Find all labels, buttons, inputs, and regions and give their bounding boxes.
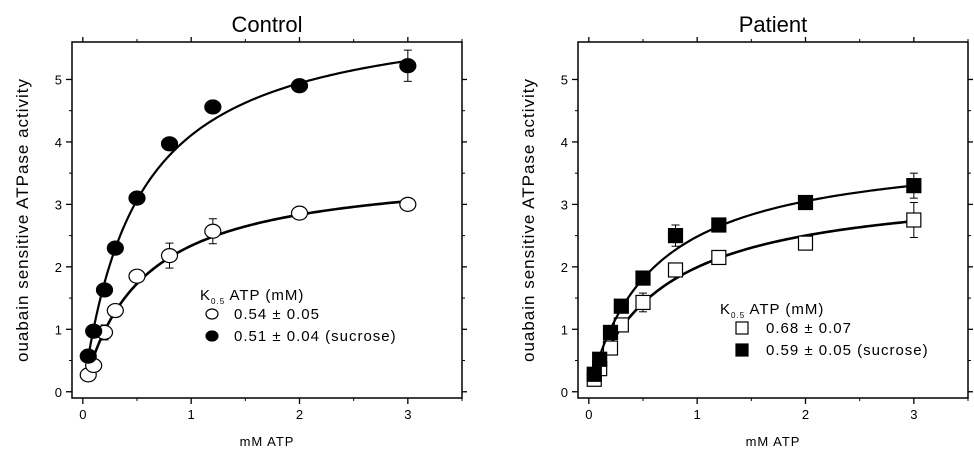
data-point: [106, 240, 124, 256]
legend-title: K0.5 ATP (mM): [720, 301, 824, 320]
x-tick-label: 2: [802, 407, 809, 422]
data-point: [399, 58, 417, 74]
data-point: [635, 294, 651, 311]
y-tick-label: 3: [55, 197, 62, 212]
data-point: [613, 298, 629, 314]
chart-title: Patient: [739, 12, 808, 37]
data-point: [711, 217, 727, 233]
legend: K0.5 ATP (mM)0.54 ± 0.050.51 ± 0.04 (suc…: [200, 287, 397, 345]
data-point: [635, 270, 651, 286]
data-point: [106, 302, 124, 319]
data-point: [399, 196, 417, 212]
data-point: [128, 268, 146, 284]
legend-title-rest: ATP (mM): [745, 301, 824, 318]
x-axis-label: mM ATP: [746, 434, 801, 449]
legend-entry: 0.59 ± 0.05 (sucrose): [766, 342, 929, 359]
data-point: [602, 324, 619, 341]
data-point: [204, 223, 222, 239]
data-point: [160, 248, 179, 264]
y-tick-label: 4: [561, 135, 568, 150]
legend-marker: [735, 343, 749, 357]
x-tick-label: 3: [404, 407, 411, 422]
y-tick-label: 1: [561, 322, 568, 337]
data-point: [592, 351, 608, 367]
legend-title-sub: 0.5: [211, 297, 225, 306]
legend-marker: [205, 308, 219, 320]
legend-marker: [205, 330, 219, 342]
chart-title: Control: [232, 12, 303, 37]
x-tick-label: 0: [79, 407, 86, 422]
data-point: [290, 205, 309, 221]
y-axis-label: ouabain sensitive ATPase activity: [13, 78, 32, 362]
legend-marker: [735, 321, 749, 335]
legend: K0.5 ATP (mM)0.68 ± 0.070.59 ± 0.05 (suc…: [720, 301, 929, 359]
y-tick-label: 2: [561, 260, 568, 275]
legend-title-rest: ATP (mM): [225, 287, 304, 304]
series-sucrose: [586, 172, 922, 382]
y-tick-label: 2: [55, 260, 62, 275]
data-point: [160, 136, 179, 152]
x-axis-label: mM ATP: [240, 434, 295, 449]
y-tick-label: 1: [55, 322, 62, 337]
y-tick-label: 3: [561, 197, 568, 212]
legend-entry: 0.51 ± 0.04 (sucrose): [234, 328, 397, 345]
data-point: [797, 194, 814, 211]
data-point: [79, 348, 97, 364]
data-point: [797, 235, 814, 251]
data-point: [204, 99, 222, 115]
data-point: [290, 78, 309, 94]
data-point: [906, 178, 922, 194]
legend-title-k: K: [720, 301, 731, 318]
x-tick-label: 3: [910, 407, 917, 422]
plot-frame: [71, 41, 463, 399]
legend-title-sub: 0.5: [731, 311, 745, 320]
x-tick-label: 2: [296, 407, 303, 422]
control-panel: Control 0 1 2 3 4 5 0 1 2 3 mM ATP ouabain sensitive…: [13, 12, 467, 449]
data-point: [667, 262, 684, 278]
patient-panel: Patient 0 1 2 3 4 5 0 1 2 3 mM ATP ouabain sensitive…: [519, 12, 973, 449]
x-tick-label: 1: [188, 407, 195, 422]
series-baseline: [79, 196, 417, 383]
data-point: [586, 366, 602, 382]
y-tick-label: 4: [55, 135, 62, 150]
legend-entry: 0.54 ± 0.05: [234, 306, 320, 323]
x-tick-label: 0: [585, 407, 592, 422]
data-point: [906, 212, 922, 228]
legend-title: K0.5 ATP (mM): [200, 287, 304, 306]
plot-frame: [577, 41, 969, 399]
y-tick-label: 5: [561, 72, 568, 87]
data-point: [667, 228, 684, 244]
x-tick-label: 1: [694, 407, 701, 422]
data-point: [128, 190, 146, 206]
series-sucrose: [79, 49, 417, 364]
y-tick-label: 0: [561, 385, 568, 400]
legend-title-k: K: [200, 287, 211, 304]
y-tick-label: 5: [55, 72, 62, 87]
y-tick-label: 0: [55, 385, 62, 400]
legend-entry: 0.68 ± 0.07: [766, 320, 852, 337]
data-point: [711, 249, 727, 266]
data-point: [85, 323, 103, 339]
data-point: [95, 282, 114, 298]
y-axis-label: ouabain sensitive ATPase activity: [519, 78, 538, 362]
